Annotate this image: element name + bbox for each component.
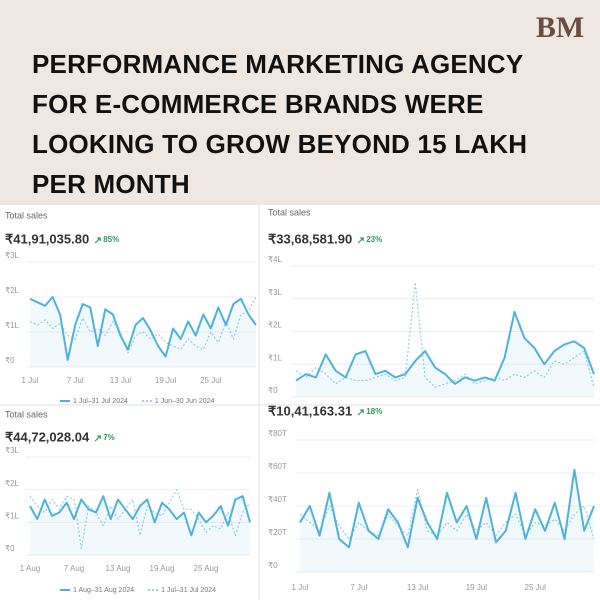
y-tick-label: ₹0 (5, 544, 15, 553)
y-tick-label: ₹20T (268, 528, 287, 537)
x-tick-label: 25 Jul (200, 376, 222, 385)
x-tick-label: 19 Aug (150, 564, 175, 573)
y-tick-label: ₹4L (268, 255, 283, 264)
x-tick-label: 1 Aug (20, 564, 40, 573)
y-tick-label: ₹3L (268, 288, 283, 297)
header-background (0, 0, 600, 205)
legend-label: 1 Aug–31 Aug 2024 (73, 587, 134, 594)
x-tick-label: 7 Jul (67, 376, 84, 385)
x-tick-label: 13 Aug (106, 564, 131, 573)
change-percent: 7% (103, 433, 115, 442)
legend-label: 1 Jun–30 Jun 2024 (155, 398, 215, 405)
series-area (30, 297, 256, 367)
x-tick-label: 13 Jul (407, 583, 429, 592)
logo: BM (536, 11, 584, 44)
total-value: ₹10,41,163.31 (268, 403, 352, 418)
legend-label: 1 Jul–31 Jul 2024 (73, 398, 128, 405)
series-area (300, 469, 594, 572)
x-tick-label: 7 Jul (350, 583, 367, 592)
y-tick-label: ₹80T (268, 429, 287, 438)
series-line (29, 296, 257, 361)
x-tick-label: 25 Jul (525, 583, 547, 592)
y-tick-label: ₹3L (5, 251, 20, 260)
y-tick-label: ₹1L (268, 353, 283, 362)
up-arrow (357, 409, 364, 416)
x-tick-label: 1 Jul (292, 583, 309, 592)
chart-title: Total sales (5, 210, 48, 220)
chart-title: Total sales (5, 409, 48, 419)
series-area (296, 311, 594, 397)
series-line (295, 281, 595, 388)
headline: PERFORMANCE MARKETING AGENCY (32, 49, 523, 79)
charts-background (0, 205, 600, 600)
change-percent: 23% (366, 235, 382, 244)
series-line (299, 468, 595, 549)
y-tick-label: ₹2L (5, 479, 20, 488)
series-line (29, 296, 257, 354)
up-arrow (94, 237, 101, 244)
series-line (295, 310, 595, 385)
y-tick-label: ₹40T (268, 495, 287, 504)
headline: FOR E-COMMERCE BRANDS WERE (32, 89, 484, 119)
headline: PER MONTH (32, 169, 190, 199)
y-tick-label: ₹2L (5, 286, 20, 295)
x-tick-label: 1 Jul (22, 376, 39, 385)
y-tick-label: ₹0 (5, 356, 15, 365)
y-tick-label: ₹1L (5, 511, 20, 520)
x-tick-label: 7 Aug (64, 564, 84, 573)
y-tick-label: ₹1L (5, 321, 20, 330)
total-value: ₹44,72,028.04 (5, 429, 90, 444)
total-value: ₹33,68,581.90 (268, 231, 352, 246)
y-tick-label: ₹3L (5, 446, 20, 455)
change-percent: 18% (366, 407, 382, 416)
change-percent: 85% (103, 235, 119, 244)
up-arrow (357, 237, 364, 244)
chart-title: Total sales (268, 207, 311, 217)
legend-label: 1 Jul–31 Jul 2024 (161, 587, 216, 594)
total-value: ₹41,91,035.80 (5, 231, 89, 246)
y-tick-label: ₹60T (268, 462, 287, 471)
series-area (30, 496, 250, 555)
series-line (29, 489, 251, 550)
x-tick-label: 19 Jul (466, 583, 488, 592)
series-line (29, 495, 251, 537)
headline: LOOKING TO GROW BEYOND 15 LAKH (32, 129, 527, 159)
x-tick-label: 13 Jul (110, 376, 132, 385)
y-tick-label: ₹2L (268, 321, 283, 330)
x-tick-label: 25 Aug (194, 564, 219, 573)
y-tick-label: ₹0 (268, 386, 278, 395)
up-arrow (94, 435, 101, 442)
y-tick-label: ₹0 (268, 561, 278, 570)
x-tick-label: 19 Jul (155, 376, 177, 385)
